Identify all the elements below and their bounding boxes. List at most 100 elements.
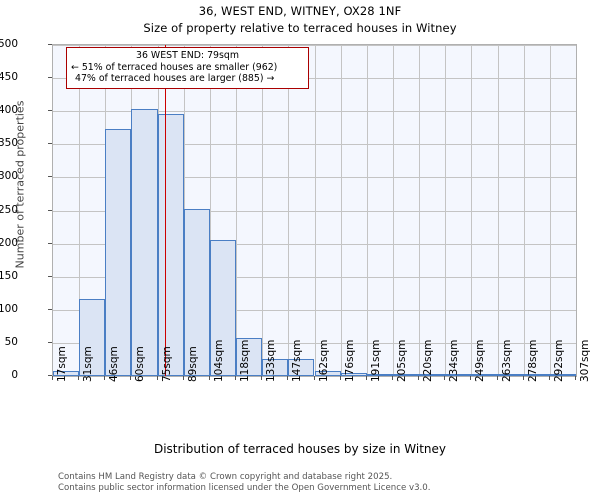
histogram-bar <box>366 374 393 376</box>
y-tick-mark-300 <box>48 176 52 178</box>
y-tick-label-400: 400 <box>0 104 18 117</box>
chart-title-block: 36, WEST END, WITNEY, OX28 1NF Size of p… <box>0 0 600 36</box>
footer-line-1: Contains HM Land Registry data © Crown c… <box>58 472 393 482</box>
histogram-bar <box>549 374 576 376</box>
x-tick-label-234sqm: 234sqm <box>448 339 461 382</box>
gridline-x-1 <box>79 45 80 376</box>
gridline-x-10 <box>315 45 316 376</box>
y-tick-label-250: 250 <box>0 203 18 216</box>
y-tick-label-300: 300 <box>0 170 18 183</box>
histogram-bar <box>445 374 472 376</box>
x-tick-mark-263sqm <box>496 376 498 380</box>
y-tick-label-200: 200 <box>0 236 18 249</box>
x-tick-label-31sqm: 31sqm <box>82 346 95 382</box>
gridline-y-200 <box>53 243 576 245</box>
x-tick-mark-278sqm <box>522 376 524 380</box>
attribution-footer: Contains HM Land Registry data © Crown c… <box>58 472 598 493</box>
x-tick-label-307sqm: 307sqm <box>579 339 591 382</box>
gridline-x-11 <box>341 45 342 376</box>
x-tick-mark-104sqm <box>208 376 210 380</box>
y-tick-mark-400 <box>48 110 52 112</box>
x-tick-label-46sqm: 46sqm <box>108 346 121 382</box>
gridline-y-150 <box>53 276 576 278</box>
histogram-bar <box>53 370 80 376</box>
x-tick-label-147sqm: 147sqm <box>291 339 304 382</box>
histogram-bar <box>340 372 367 376</box>
plot-area <box>52 44 577 377</box>
x-tick-mark-147sqm <box>287 376 289 380</box>
gridline-y-450 <box>53 78 576 80</box>
histogram-bar <box>314 370 341 376</box>
histogram-bar <box>523 374 550 376</box>
gridline-x-6 <box>210 45 211 376</box>
gridline-x-14 <box>419 45 420 376</box>
annotation-larger-text: 47% of terraced houses are larger (885) … <box>75 73 275 85</box>
histogram-bar <box>392 374 420 376</box>
gridline-y-350 <box>53 144 576 146</box>
histogram-bar <box>236 337 263 376</box>
gridline-x-8 <box>262 45 263 376</box>
x-tick-mark-17sqm <box>52 376 53 380</box>
gridline-x-13 <box>393 45 394 376</box>
y-tick-label-500: 500 <box>0 38 18 50</box>
y-tick-label-100: 100 <box>0 302 18 315</box>
gridline-x-19 <box>550 45 551 376</box>
footer-line-2: Contains public sector information licen… <box>58 482 431 493</box>
y-tick-label-350: 350 <box>0 137 18 150</box>
histogram-bar <box>157 113 184 376</box>
x-tick-label-278sqm: 278sqm <box>526 339 539 382</box>
x-tick-label-176sqm: 176sqm <box>343 339 356 382</box>
annotation-title: 36 WEST END: 79sqm <box>136 50 239 61</box>
histogram-bar <box>105 129 132 376</box>
x-tick-mark-292sqm <box>548 376 550 380</box>
histogram-bar <box>79 299 106 376</box>
x-tick-label-60sqm: 60sqm <box>134 346 147 382</box>
x-tick-label-220sqm: 220sqm <box>422 339 435 382</box>
gridline-y-250 <box>53 210 576 212</box>
y-tick-mark-150 <box>48 275 52 277</box>
x-tick-mark-307sqm <box>575 376 576 380</box>
x-tick-label-205sqm: 205sqm <box>395 339 408 382</box>
gridline-y-300 <box>53 177 576 179</box>
gridline-x-9 <box>288 45 289 376</box>
property-annotation-box: 36 WEST END: 79sqm ← 51% of terraced hou… <box>66 47 309 89</box>
x-tick-mark-75sqm <box>156 376 158 380</box>
histogram-bar <box>131 109 158 376</box>
y-tick-mark-350 <box>48 143 52 145</box>
gridline-x-17 <box>498 45 499 376</box>
y-tick-mark-200 <box>48 242 52 244</box>
x-tick-label-191sqm: 191sqm <box>369 339 382 382</box>
x-tick-mark-118sqm <box>235 376 237 380</box>
x-axis-label: Distribution of terraced houses by size … <box>153 442 447 456</box>
chart-subtitle: Size of property relative to terraced ho… <box>143 21 457 35</box>
bars-layer <box>53 45 576 376</box>
y-tick-mark-250 <box>48 209 52 211</box>
x-tick-mark-133sqm <box>261 376 263 380</box>
y-tick-mark-0 <box>48 375 52 376</box>
gridline-y-400 <box>53 111 576 113</box>
x-tick-label-292sqm: 292sqm <box>552 339 565 382</box>
annotation-smaller-text: ← 51% of terraced houses are smaller (96… <box>71 61 278 73</box>
y-tick-mark-500 <box>48 44 52 45</box>
x-tick-mark-162sqm <box>313 376 315 380</box>
histogram-bar <box>419 374 446 376</box>
y-tick-label-50: 50 <box>4 335 18 348</box>
x-tick-mark-205sqm <box>391 376 393 380</box>
property-marker-line <box>164 45 167 376</box>
y-tick-label-0: 0 <box>11 369 18 381</box>
x-tick-mark-234sqm <box>444 376 446 380</box>
histogram-bar <box>209 239 237 376</box>
gridline-y-100 <box>53 309 576 311</box>
x-tick-mark-46sqm <box>104 376 106 380</box>
histogram-bar <box>471 374 498 376</box>
x-tick-label-249sqm: 249sqm <box>474 339 487 382</box>
gridline-y-500 <box>53 45 576 46</box>
histogram-bar <box>497 374 524 376</box>
x-tick-mark-249sqm <box>470 376 472 380</box>
x-tick-mark-191sqm <box>365 376 367 380</box>
y-tick-mark-100 <box>48 308 52 310</box>
page-title: 36, WEST END, WITNEY, OX28 1NF <box>198 4 402 18</box>
gridline-x-7 <box>236 45 237 376</box>
gridline-x-18 <box>524 45 525 376</box>
x-tick-label-17sqm: 17sqm <box>56 346 68 382</box>
